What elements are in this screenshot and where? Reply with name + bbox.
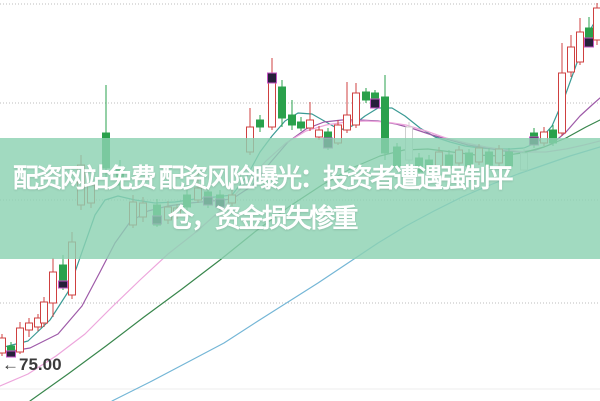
candle-down — [297, 121, 305, 129]
ex-rights-marker — [370, 98, 380, 109]
price-label: ←75.00 — [2, 355, 62, 374]
candle-up — [25, 322, 33, 331]
ex-rights-marker — [6, 350, 16, 358]
candle-up — [593, 7, 600, 41]
candle-down — [371, 92, 379, 100]
ex-rights-marker — [58, 280, 68, 289]
candle-up — [558, 72, 566, 134]
candle-up — [0, 337, 6, 354]
candle-up — [268, 82, 276, 128]
candle-down — [278, 86, 286, 119]
candle-down — [362, 91, 370, 101]
candle-down — [288, 114, 296, 126]
ex-rights-marker — [267, 72, 277, 84]
candle-up — [40, 301, 48, 324]
candle-up — [567, 46, 575, 73]
candle-up — [343, 114, 351, 131]
headline-line-1: 配资网站免费 配资风险曝光：投资者遭遇强制平 — [12, 163, 514, 193]
ex-rights-marker — [584, 37, 594, 48]
headline: 配资网站免费 配资风险曝光：投资者遭遇强制平 仓，资金损失惨重 — [0, 158, 524, 238]
candle-up — [16, 327, 24, 353]
candle-down — [256, 119, 264, 128]
candle-down — [585, 27, 593, 39]
candle-up — [576, 31, 584, 63]
candle-up — [315, 129, 323, 138]
candle-up — [49, 271, 57, 304]
headline-overlay: 配资网站免费 配资风险曝光：投资者遭遇强制平 仓，资金损失惨重 — [0, 138, 600, 259]
candle-up — [306, 119, 314, 129]
headline-line-2: 仓，资金损失惨重 — [167, 203, 359, 233]
candle-up — [352, 92, 360, 126]
candle-down — [59, 264, 67, 283]
